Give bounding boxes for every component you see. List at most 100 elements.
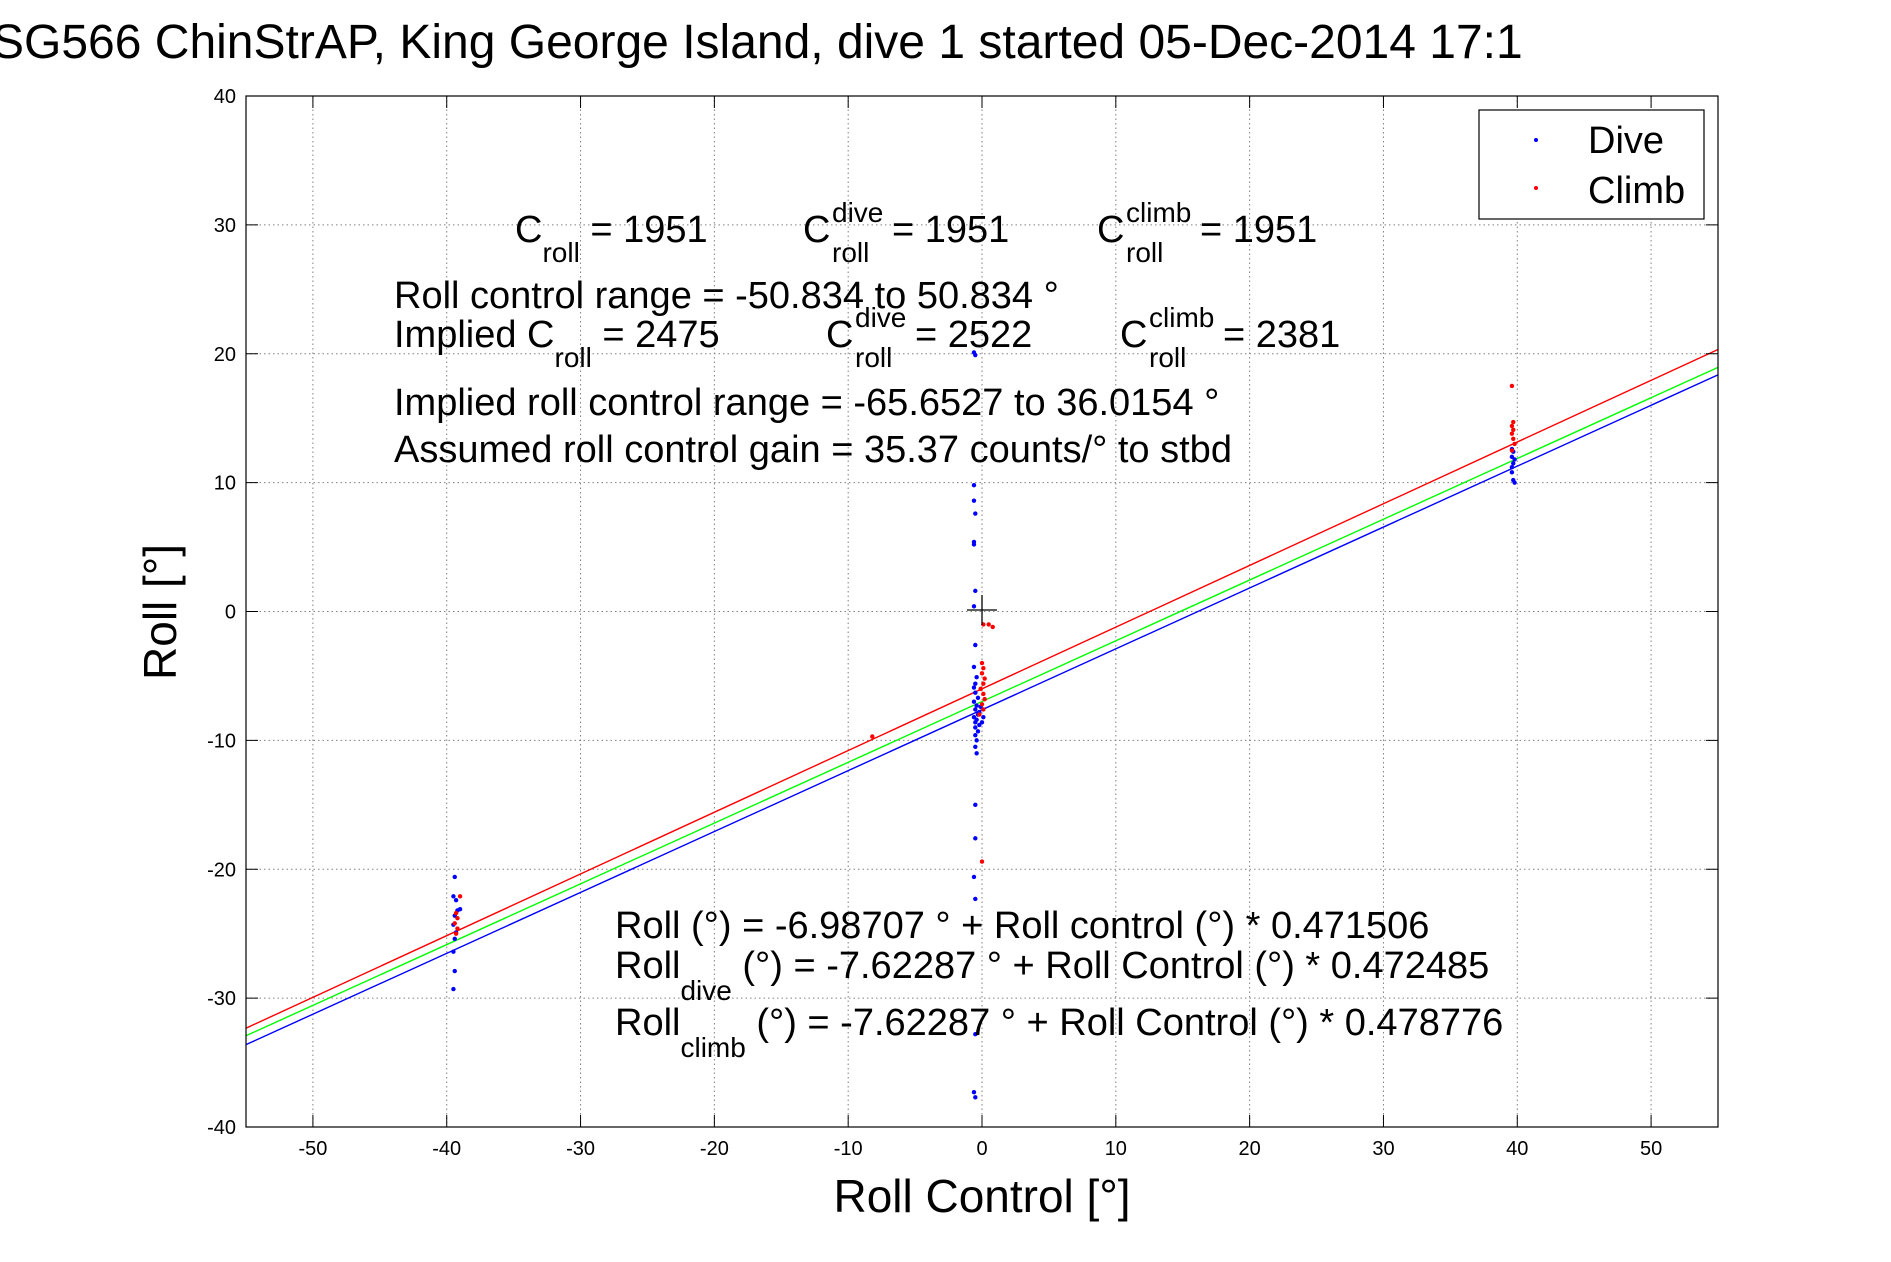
x-axis-ticks: -50 -40 -30 -20 -10 0 10 20 30 40 50 — [298, 96, 1662, 1160]
data-point-dive — [1509, 464, 1515, 470]
y-tick-label: 0 — [225, 602, 236, 624]
data-point-climb — [981, 681, 986, 686]
svg-text:C: C — [826, 314, 853, 356]
data-point-climb — [1509, 431, 1515, 436]
svg-text:= 1951: = 1951 — [892, 209, 1009, 251]
data-point-dive — [973, 681, 978, 686]
x-tick-label: 50 — [1640, 1138, 1662, 1160]
svg-text:Croll = 1951: Croll = 1951 — [515, 209, 708, 268]
svg-text:roll: roll — [832, 237, 869, 268]
data-point-climb — [986, 622, 991, 627]
legend-label-climb: Climb — [1588, 170, 1685, 212]
data-points — [451, 350, 1517, 1100]
data-point-dive — [451, 986, 456, 992]
data-point-climb — [979, 660, 985, 666]
chart-title: SG566 ChinStrAP, King George Island, div… — [0, 16, 1523, 69]
annotation-implied-dive: C dive roll = 2522 — [826, 302, 1032, 373]
y-tick-label: 40 — [214, 86, 236, 108]
annotation-c-roll-climb: C climb roll = 1951 — [1097, 197, 1317, 268]
data-point-dive — [974, 738, 979, 743]
data-point-climb — [979, 671, 985, 676]
svg-text:C: C — [1120, 314, 1147, 356]
data-point-climb — [982, 696, 987, 702]
y-tick-label: -20 — [207, 859, 236, 881]
annotation-fit-climb: Rollclimb (°) = -7.62287 ° + Roll Contro… — [615, 1002, 1503, 1063]
data-point-climb — [457, 894, 463, 899]
data-point-dive — [974, 703, 979, 708]
data-point-dive — [452, 968, 457, 974]
svg-text:= 2381: = 2381 — [1223, 314, 1340, 356]
x-tick-label: 40 — [1506, 1138, 1528, 1160]
data-point-dive — [451, 894, 456, 899]
data-point-climb — [981, 707, 986, 712]
data-point-climb — [1509, 423, 1515, 429]
svg-text:C: C — [1097, 209, 1124, 251]
x-tick-label: -50 — [298, 1138, 327, 1160]
data-point-dive — [973, 707, 978, 712]
data-point-dive — [973, 690, 978, 695]
data-point-dive — [975, 729, 981, 734]
data-point-dive — [973, 511, 978, 516]
grid-lines — [246, 95, 1718, 1128]
annotation-implied-range: Implied roll control range = -65.6527 to… — [394, 382, 1219, 424]
data-point-climb — [1511, 419, 1516, 425]
x-tick-label: -10 — [834, 1138, 863, 1160]
data-point-dive — [973, 720, 978, 725]
data-point-dive — [973, 352, 978, 358]
annotation-implied: Implied Croll = 2475 — [394, 314, 720, 373]
annotation-implied-climb: C climb roll = 2381 — [1120, 302, 1340, 373]
data-point-dive — [973, 744, 978, 750]
data-point-dive — [971, 483, 977, 488]
data-point-climb — [455, 926, 460, 931]
y-tick-label: -30 — [207, 988, 236, 1010]
x-axis-label: Roll Control [°] — [833, 1170, 1130, 1222]
y-tick-label: 10 — [214, 473, 236, 495]
data-point-climb — [1511, 427, 1516, 432]
data-point-climb — [453, 910, 459, 916]
data-point-climb — [1509, 448, 1515, 453]
legend: Dive Climb — [1478, 109, 1705, 220]
legend-box — [1478, 109, 1705, 220]
legend-marker-climb — [1534, 186, 1538, 190]
data-point-dive — [975, 695, 981, 701]
data-point-dive — [973, 836, 978, 841]
data-point-dive — [974, 751, 979, 756]
svg-text:roll: roll — [1126, 237, 1163, 268]
svg-text:Rollclimb (°) = -7.62287 ° + R: Rollclimb (°) = -7.62287 ° + Roll Contro… — [615, 1002, 1503, 1063]
data-point-climb — [977, 712, 982, 717]
data-point-dive — [451, 949, 456, 954]
data-point-dive — [979, 720, 985, 725]
data-point-climb — [979, 859, 985, 864]
data-point-dive — [971, 699, 977, 704]
annotation-c-roll-dive: C dive roll = 1951 — [803, 197, 1009, 268]
data-point-dive — [974, 675, 979, 680]
data-point-dive — [457, 907, 463, 912]
legend-label-dive: Dive — [1588, 120, 1664, 162]
data-point-dive — [971, 685, 977, 690]
annotation-c-roll: Croll = 1951 — [515, 209, 708, 268]
y-tick-label: -10 — [207, 730, 236, 752]
data-point-dive — [971, 604, 977, 609]
data-point-climb — [870, 734, 875, 739]
data-point-climb — [990, 624, 995, 630]
data-point-dive — [1509, 470, 1515, 475]
data-point-climb — [1509, 383, 1515, 389]
data-point-dive — [1512, 480, 1517, 485]
fit-line-all — [245, 366, 1719, 1037]
legend-marker-dive — [1534, 138, 1538, 142]
svg-text:= 2522: = 2522 — [915, 314, 1032, 356]
data-point-dive — [971, 1090, 977, 1095]
y-axis-label: Roll [°] — [134, 544, 186, 680]
data-point-dive — [971, 664, 977, 670]
data-point-dive — [1511, 461, 1516, 466]
x-tick-label: -30 — [566, 1138, 595, 1160]
data-point-climb — [981, 666, 986, 671]
data-point-dive — [971, 542, 977, 547]
data-point-dive — [973, 733, 978, 738]
svg-text:climb: climb — [1126, 197, 1191, 228]
svg-text:C: C — [803, 209, 830, 251]
x-tick-label: -40 — [432, 1138, 461, 1160]
data-point-dive — [973, 725, 978, 730]
annotation-gain: Assumed roll control gain = 35.37 counts… — [394, 429, 1232, 471]
annotation-fit-all: Roll (°) = -6.98707 ° + Roll control (°)… — [615, 905, 1429, 947]
